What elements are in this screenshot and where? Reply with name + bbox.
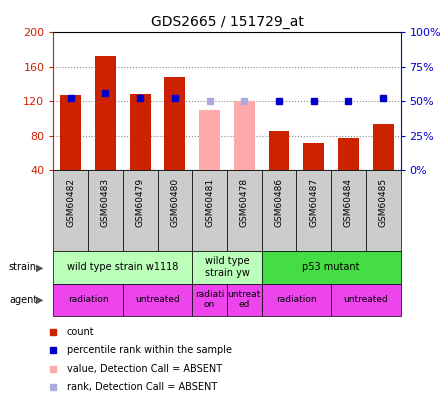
Text: GSM60479: GSM60479 bbox=[136, 178, 145, 227]
Bar bbox=[165, 77, 185, 170]
Bar bbox=[53, 284, 123, 316]
Text: strain: strain bbox=[9, 262, 37, 272]
Text: GSM60487: GSM60487 bbox=[309, 178, 318, 227]
Bar bbox=[158, 170, 192, 251]
Bar bbox=[338, 138, 359, 170]
Text: GSM60486: GSM60486 bbox=[275, 178, 283, 227]
Text: untreated: untreated bbox=[344, 295, 388, 304]
Bar bbox=[192, 284, 227, 316]
Text: GSM60485: GSM60485 bbox=[379, 178, 388, 227]
Text: value, Detection Call = ABSENT: value, Detection Call = ABSENT bbox=[67, 364, 222, 373]
Bar bbox=[227, 284, 262, 316]
Bar bbox=[192, 170, 227, 251]
Bar bbox=[234, 101, 255, 170]
Text: percentile rank within the sample: percentile rank within the sample bbox=[67, 345, 232, 355]
Text: wild type
strain yw: wild type strain yw bbox=[205, 256, 249, 278]
Bar bbox=[366, 170, 400, 251]
Text: p53 mutant: p53 mutant bbox=[302, 262, 360, 272]
Text: ▶: ▶ bbox=[36, 262, 43, 272]
Bar bbox=[130, 94, 150, 170]
Text: wild type strain w1118: wild type strain w1118 bbox=[67, 262, 178, 272]
Text: radiation: radiation bbox=[68, 295, 109, 304]
Text: GSM60480: GSM60480 bbox=[170, 178, 179, 227]
Bar bbox=[123, 170, 158, 251]
Bar bbox=[296, 170, 331, 251]
Text: radiati
on: radiati on bbox=[195, 290, 224, 309]
Text: GSM60483: GSM60483 bbox=[101, 178, 110, 227]
Bar bbox=[262, 170, 296, 251]
Bar bbox=[262, 284, 331, 316]
Bar bbox=[61, 95, 81, 170]
Bar bbox=[95, 57, 116, 170]
Bar bbox=[331, 170, 366, 251]
Text: GSM60481: GSM60481 bbox=[205, 178, 214, 227]
Text: rank, Detection Call = ABSENT: rank, Detection Call = ABSENT bbox=[67, 382, 217, 392]
Bar bbox=[53, 251, 192, 284]
Text: untreat
ed: untreat ed bbox=[228, 290, 261, 309]
Bar bbox=[373, 124, 393, 170]
Text: GSM60484: GSM60484 bbox=[344, 178, 353, 227]
Text: GSM60482: GSM60482 bbox=[66, 178, 75, 227]
Text: untreated: untreated bbox=[135, 295, 180, 304]
Text: radiation: radiation bbox=[276, 295, 317, 304]
Text: count: count bbox=[67, 327, 94, 337]
Bar bbox=[269, 131, 289, 170]
Text: ▶: ▶ bbox=[36, 295, 43, 305]
Title: GDS2665 / 151729_at: GDS2665 / 151729_at bbox=[150, 15, 303, 29]
Bar bbox=[303, 143, 324, 170]
Bar bbox=[262, 251, 400, 284]
Text: agent: agent bbox=[9, 295, 37, 305]
Bar bbox=[192, 251, 262, 284]
Bar bbox=[227, 170, 262, 251]
Bar bbox=[199, 110, 220, 170]
Text: GSM60478: GSM60478 bbox=[240, 178, 249, 227]
Bar bbox=[331, 284, 400, 316]
Bar bbox=[123, 284, 192, 316]
Bar bbox=[88, 170, 123, 251]
Bar bbox=[53, 170, 88, 251]
